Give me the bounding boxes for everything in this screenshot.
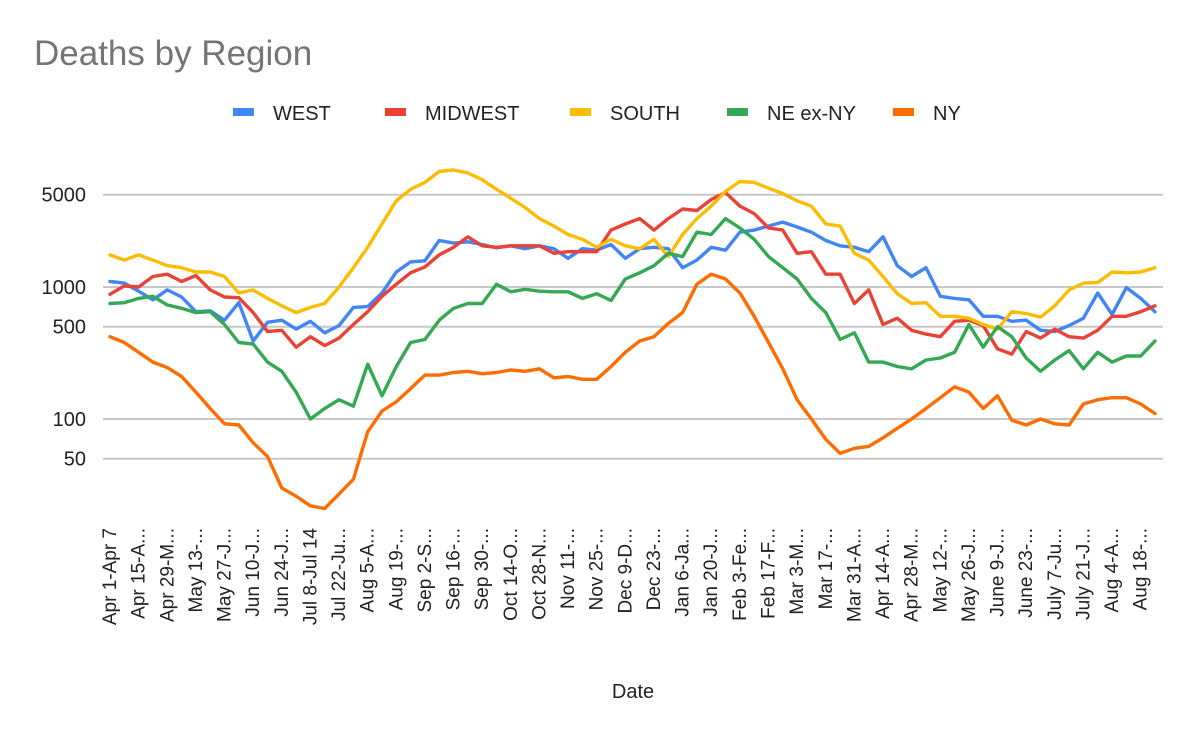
legend-item-west[interactable]: WEST xyxy=(233,103,331,125)
x-tick-label: Aug 5-A... xyxy=(358,528,379,613)
x-tick-label: May 26-J... xyxy=(959,528,980,622)
series-line-ne-ex-ny xyxy=(108,216,1157,421)
series-line-south xyxy=(108,168,1157,331)
x-tick-label: Aug 4-A... xyxy=(1102,528,1123,613)
x-tick-label: Sep 2-S... xyxy=(415,528,436,613)
x-tick-label: Oct 28-N... xyxy=(529,528,550,620)
legend: WEST MIDWEST SOUTH NE ex-NY NY xyxy=(233,103,961,125)
x-tick-label: May 27-J... xyxy=(215,528,236,622)
x-tick-label: July 21-J... xyxy=(1073,528,1094,620)
x-tick-label: Dec 9-D... xyxy=(615,528,636,614)
legend-label: NY xyxy=(933,103,961,125)
x-tick-label: June 9-J... xyxy=(988,528,1009,617)
x-tick-label: Apr 28-M... xyxy=(902,528,923,622)
series-line-ny xyxy=(108,272,1157,511)
legend-item-ny[interactable]: NY xyxy=(893,103,961,125)
legend-label: MIDWEST xyxy=(425,103,519,125)
x-tick-label: June 23-... xyxy=(1016,528,1037,618)
x-tick-label: Jul 8-Jul 14 xyxy=(300,528,321,626)
legend-swatch xyxy=(233,108,254,116)
legend-swatch xyxy=(727,108,748,116)
x-tick-label: Jun 10-J... xyxy=(243,528,264,617)
x-tick-label: Apr 1-Apr 7 xyxy=(100,528,121,625)
y-tick-label: 5000 xyxy=(42,185,87,207)
x-tick-label: Apr 14-A... xyxy=(873,528,894,619)
y-tick-label: 50 xyxy=(64,449,86,471)
x-tick-label: Aug 19-... xyxy=(386,528,407,610)
legend-item-south[interactable]: SOUTH xyxy=(570,103,680,125)
x-tick-label: Sep 30-... xyxy=(472,528,493,610)
x-tick-label: Sep 16-... xyxy=(444,528,465,610)
x-axis-title: Date xyxy=(612,681,654,703)
chart-title: Deaths by Region xyxy=(34,34,313,73)
x-tick-label: Dec 23-... xyxy=(644,528,665,610)
legend-label: SOUTH xyxy=(610,103,680,125)
legend-label: WEST xyxy=(273,103,331,125)
x-tick-label: Oct 14-O... xyxy=(501,528,522,621)
x-tick-label: July 7-Ju... xyxy=(1045,528,1066,620)
x-tick-label: May 12-... xyxy=(930,528,951,612)
y-tick-label: 100 xyxy=(53,409,86,431)
x-tick-label: Jul 22-Ju... xyxy=(329,528,350,621)
x-tick-label: Mar 17-... xyxy=(816,528,837,609)
y-tick-label: 1000 xyxy=(42,277,87,299)
x-tick-label: Nov 11-... xyxy=(558,528,579,609)
legend-swatch xyxy=(385,108,406,116)
legend-item-ne-ex-ny[interactable]: NE ex-NY xyxy=(727,103,856,125)
x-tick-label: Jun 24-J... xyxy=(272,528,293,617)
legend-swatch xyxy=(893,108,914,116)
x-tick-label: Apr 15-A... xyxy=(129,528,150,619)
y-axis-ticks: 50 100 500 1000 5000 xyxy=(42,185,87,471)
legend-swatch xyxy=(570,108,591,116)
x-tick-label: Feb 3-Fe... xyxy=(730,528,751,621)
x-tick-label: Aug 18-... xyxy=(1131,528,1152,610)
series-line-west xyxy=(108,220,1157,343)
x-tick-label: Mar 3-M... xyxy=(787,528,808,615)
x-tick-label: May 13-... xyxy=(186,528,207,612)
x-axis-ticks: Apr 1-Apr 7 Apr 15-A... Apr 29-M... May 13-… xyxy=(100,528,1152,626)
x-tick-label: Apr 29-M... xyxy=(157,528,178,622)
x-tick-label: Jan 20-J... xyxy=(701,528,722,617)
x-tick-label: Jan 6-Ja... xyxy=(673,528,694,617)
legend-item-midwest[interactable]: MIDWEST xyxy=(385,103,519,125)
x-tick-label: Feb 17-F... xyxy=(758,528,779,619)
x-tick-label: Nov 25-... xyxy=(587,528,608,610)
y-tick-label: 500 xyxy=(53,317,86,339)
x-tick-label: Mar 31-A... xyxy=(844,528,865,622)
series-lines xyxy=(108,168,1157,511)
legend-label: NE ex-NY xyxy=(767,103,856,125)
